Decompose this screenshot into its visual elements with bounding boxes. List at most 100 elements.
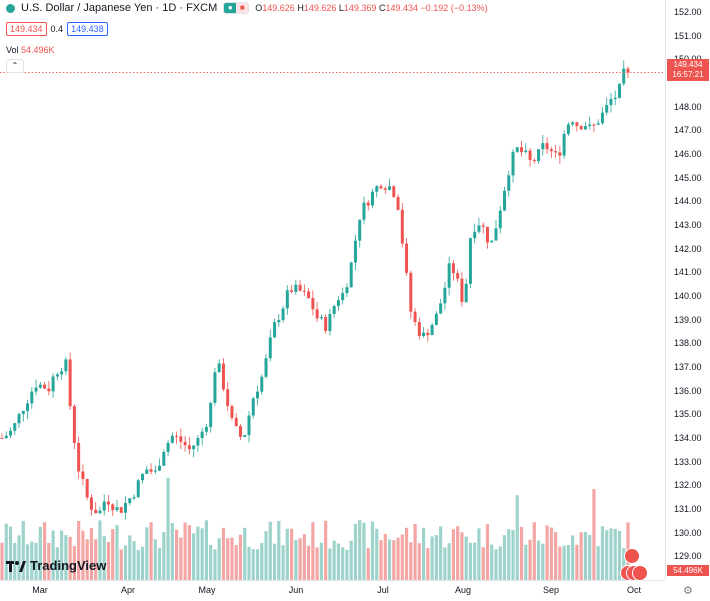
volume-bars [0,477,630,580]
candle-body [439,303,443,314]
candle-body [162,451,166,466]
volume-bar [443,547,447,580]
price-tick-label: 138.00 [674,338,702,349]
volume-bar [588,534,592,580]
price-chart[interactable] [0,0,665,580]
up-dot-icon: ● [224,3,237,13]
candle-body [273,322,277,338]
volume-bar [187,525,191,580]
volume-bar [617,530,622,580]
volume-bar [362,522,366,580]
price-tick-label: 136.00 [674,385,702,396]
time-tick-label: Jul [377,585,389,595]
candle-body [579,126,583,130]
volume-bar [221,527,226,580]
time-axis[interactable]: Mar Apr May Jun Jul Aug Sep Oct [0,580,665,601]
price-axis[interactable]: 129.00 130.00 131.00 132.00 133.00 134.00 135.… [665,0,710,580]
volume-bar [413,524,417,580]
candle-body [136,480,140,498]
symbol-title[interactable]: U.S. Dollar / Japanese Yen · 1D · FXCM [21,2,218,14]
volume-value: 54.496K [21,45,55,55]
logo-text: TradingView [30,558,107,573]
volume-bar [209,544,213,580]
candle-body [498,210,502,229]
time-tick-label: Aug [454,585,472,595]
candle-body [149,469,153,472]
volume-bar [183,522,187,580]
candle-body [230,406,234,418]
candle-body [622,68,626,84]
buy-price-button[interactable]: 149.438 [67,22,108,36]
candle-body [460,278,464,303]
candle-body [315,309,319,319]
last-price-value: 149.434 [673,60,703,69]
ohlc-readout: O149.626 H149.626 L149.369 C149.434 −0.1… [255,3,488,13]
collapse-legend-button[interactable]: ⌃ [6,59,24,73]
candle-body [294,284,298,292]
candle-body [26,403,30,412]
volume-bar [498,546,502,580]
volume-bar [549,527,553,580]
volume-bar [515,495,519,580]
candle-body [119,507,123,513]
volume-bar [609,528,613,580]
candle-body [524,150,528,152]
candle-body [583,126,587,130]
us-flag-event-icon[interactable] [624,548,640,564]
candle-body [426,332,430,336]
volume-bar [132,541,136,580]
candle-body [494,228,498,241]
down-dot-icon: ■ [236,3,249,13]
candle-body [21,411,25,414]
candle-body [268,337,272,359]
candle-body [68,359,72,407]
candle-body [605,104,609,113]
volume-bar [417,543,421,580]
volume-bar [268,521,272,580]
price-tick-label: 151.00 [674,30,702,41]
volume-bar [8,526,13,580]
candle-body [47,388,51,392]
volume-bar [439,526,443,580]
candle-body [366,202,370,206]
candle-body [192,445,196,450]
volume-bar [328,548,332,580]
volume-bar [481,547,485,580]
candle-body [473,231,477,239]
volume-bar [200,528,204,580]
volume-bar [460,532,464,580]
price-tick-label: 139.00 [674,314,702,325]
candle-body [596,123,600,125]
us-flag-event-icon[interactable] [632,565,648,581]
tradingview-mark-icon [6,560,26,572]
candle-body [422,332,426,337]
volume-bar [42,522,47,580]
candle-body [72,406,76,443]
candle-body [341,293,345,301]
candle-body [196,438,200,446]
candle-body [128,498,132,504]
sell-price-button[interactable]: 149.434 [6,22,47,36]
candle-body [566,124,570,134]
volume-bar [111,529,115,580]
market-status-pill[interactable]: ● ■ [223,2,250,14]
candle-body [545,143,549,150]
price-tick-label: 144.00 [674,196,702,207]
candle-body [626,68,630,73]
candle-body [4,435,8,439]
volume-bar [409,542,413,580]
candle-body [541,143,545,150]
candle-body [153,470,157,472]
volume-bar [622,548,626,580]
volume-bar [140,546,145,580]
volume-bar [507,529,511,580]
volume-bar [605,530,609,580]
candle-body [307,291,311,299]
volume-bar [383,534,387,580]
candle-body [588,124,592,127]
price-tick-label: 152.00 [674,6,702,17]
tradingview-logo[interactable]: TradingView [6,558,106,573]
candle-body [392,186,396,197]
candle-body [375,186,379,192]
settings-gear-icon[interactable]: ⚙ [683,585,693,597]
